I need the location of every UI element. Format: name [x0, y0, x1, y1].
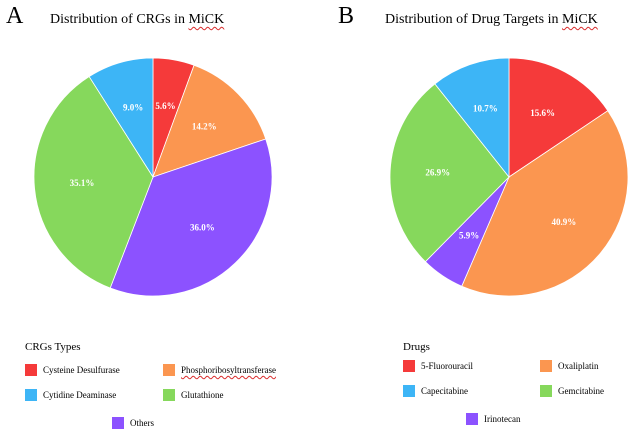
legend-title-drugs: Drugs: [403, 341, 430, 353]
chart-title-a: Distribution of CRGs in MiCK: [50, 12, 224, 28]
legend-swatch: [540, 360, 552, 372]
pie-slice-others: [109, 138, 273, 297]
legend-swatch: [540, 385, 552, 397]
slice-label-cytidine-deaminase: 9.0%: [123, 102, 143, 112]
chart-title-b-suffix: MiCK: [562, 12, 598, 27]
chart-title-b: Distribution of Drug Targets in MiCK: [385, 12, 598, 28]
chart-title-a-prefix: Distribution of CRGs in: [50, 12, 189, 27]
slice-label-phosphoribosyltransferase: 14.2%: [192, 121, 217, 131]
panel-letter-b: B: [338, 3, 355, 29]
legend-swatch: [403, 385, 415, 397]
legend-swatch: [112, 417, 124, 429]
legend-swatch: [403, 360, 415, 372]
legend-label: 5-Fluorouracil: [421, 361, 473, 371]
legend-label: Phosphoribosyltransferase: [181, 365, 276, 375]
slice-label-cysteine-desulfurase: 5.6%: [155, 101, 175, 111]
legend-label: Irinotecan: [484, 414, 521, 424]
legend-label: Glutathione: [181, 390, 224, 400]
legend-swatch: [163, 364, 175, 376]
legend-label: Gemcitabine: [558, 386, 604, 396]
legend-swatch: [466, 413, 478, 425]
legend-label: Cytidine Deaminase: [43, 390, 117, 400]
chart-title-a-suffix: MiCK: [188, 12, 225, 27]
chart-title-b-prefix: Distribution of Drug Targets in: [385, 12, 562, 27]
pie-slice-phosphoribosyltransferase: [152, 64, 267, 178]
panel-letter-a: A: [6, 3, 24, 29]
legend-label: Cysteine Desulfurase: [43, 365, 120, 375]
slice-label-glutathione: 35.1%: [70, 178, 95, 188]
pie-slice-cytidine-deaminase: [88, 57, 154, 179]
legend-swatch: [163, 389, 175, 401]
legend-title-crgs: CRGs Types: [25, 341, 81, 353]
legend-label: Oxaliplatin: [558, 361, 599, 371]
legend-swatch: [25, 364, 37, 376]
pie-slice-glutathione: [33, 76, 154, 289]
legend-swatch: [25, 389, 37, 401]
slice-label-others: 36.0%: [190, 223, 215, 233]
legend-label: Capecitabine: [421, 386, 468, 396]
legend-label: Others: [130, 418, 154, 428]
